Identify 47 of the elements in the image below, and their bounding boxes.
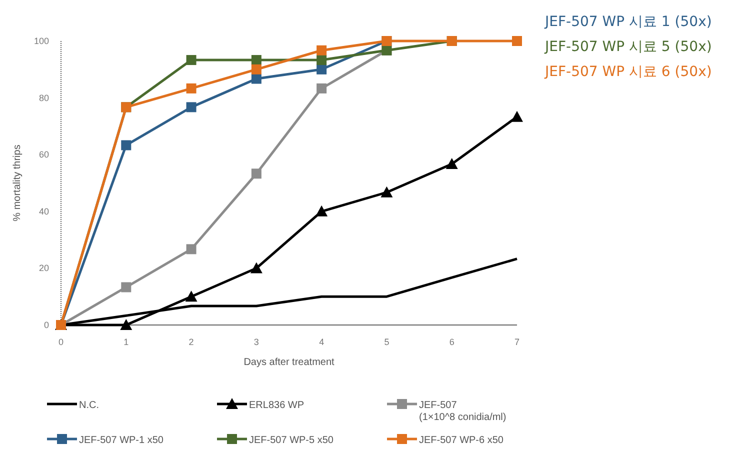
point (251, 74, 262, 84)
legend-label: JEF-507 WP-6 x50 (419, 435, 504, 446)
x-tick-label: 6 (449, 337, 454, 347)
point (186, 83, 196, 94)
point (251, 168, 262, 179)
y-tick-label: 60 (38, 150, 49, 160)
legend-label: N.C. (79, 400, 99, 411)
point (186, 55, 196, 66)
y-axis-title: % mortality thrips (12, 144, 23, 222)
point (186, 102, 196, 112)
text: JEF-507 WP 시료 5 (50x) (544, 39, 712, 55)
point (186, 244, 196, 254)
point (251, 64, 262, 74)
point (121, 282, 132, 292)
legend-label: JEF-507 WP-5 x50 (249, 435, 334, 446)
x-axis-title: Days after treatment (244, 357, 335, 368)
point (511, 110, 523, 122)
point (316, 83, 327, 94)
point (120, 319, 132, 330)
text: JEF-507 WP 시료 1 (50x) (544, 14, 712, 30)
x-tick-label: 0 (58, 337, 64, 347)
x-tick-label: 3 (254, 337, 259, 347)
point (185, 290, 198, 302)
point (512, 36, 522, 46)
x-tick-label: 5 (384, 337, 390, 347)
point (316, 55, 327, 66)
point (316, 205, 328, 216)
point (316, 45, 327, 56)
legend-label: JEF-507 (1×10^8 conidia/ml) (419, 400, 506, 423)
point (316, 64, 327, 74)
y-tick-label: 80 (38, 92, 49, 103)
legend-label: JEF-507 WP-1 x50 (79, 435, 164, 446)
y-tick-label: 40 (38, 206, 49, 216)
point (251, 55, 262, 66)
y-tick-label: 100 (34, 36, 49, 46)
point (380, 186, 393, 198)
point (121, 140, 132, 150)
x-tick-label: 2 (188, 337, 194, 347)
legend-label: ERL836 WP (249, 400, 304, 411)
x-tick-label: 1 (124, 337, 129, 347)
y-tick-label: 20 (38, 263, 49, 274)
x-tick-label: 7 (514, 337, 520, 347)
point (446, 158, 458, 169)
text: JEF-507 WP 시료 6 (50x) (544, 64, 712, 80)
x-tick-label: 4 (319, 337, 324, 347)
point (250, 262, 262, 274)
y-tick-label: 0 (44, 320, 49, 330)
